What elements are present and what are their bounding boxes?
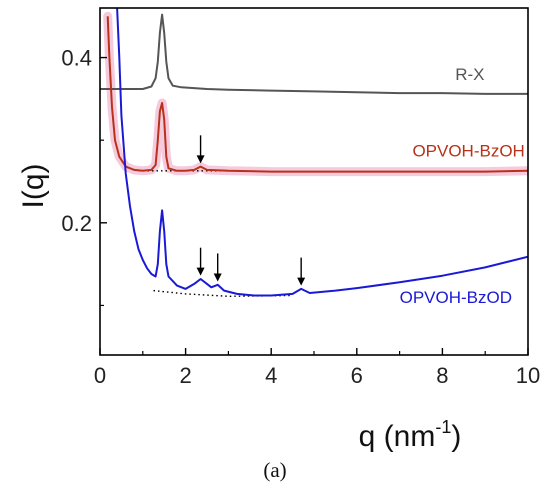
arrow-head-1 xyxy=(196,155,205,164)
y-axis-label: I(q) xyxy=(17,164,50,209)
x-tick-label-8: 8 xyxy=(436,363,448,388)
x-axis-label: q (nm-1) xyxy=(359,417,462,453)
series-label-r-x: R-X xyxy=(455,65,484,84)
x-axis-label-tail: ) xyxy=(451,420,461,453)
y-tick-label-0-2: 0.2 xyxy=(61,211,92,236)
x-tick-label-6: 6 xyxy=(351,363,363,388)
x-tick-label-2: 2 xyxy=(179,363,191,388)
arrow-head-4 xyxy=(297,277,306,286)
y-tick-label-0-4: 0.4 xyxy=(61,46,92,71)
plot-area xyxy=(100,8,528,298)
arrow-head-3 xyxy=(213,273,222,282)
axis-ticks: 0 2 4 6 8 10 0.2 0.4 xyxy=(61,46,540,388)
x-tick-label-0: 0 xyxy=(94,363,106,388)
arrow-head-2 xyxy=(196,267,205,276)
series-line-r-x xyxy=(100,13,528,95)
figure-caption: (a) xyxy=(263,458,287,482)
x-tick-label-4: 4 xyxy=(265,363,277,388)
series-line-opvoh-bzoh xyxy=(106,16,528,173)
x-axis-label-superscript: -1 xyxy=(435,417,451,437)
x-axis-label-base: q (nm xyxy=(359,420,436,453)
series-label-opvoh-bzoh: OPVOH-BzOH xyxy=(412,142,524,161)
series-label-opvoh-bzod: OPVOH-BzOD xyxy=(400,288,512,307)
x-tick-label-10: 10 xyxy=(516,363,540,388)
series-line-opvoh-bzod xyxy=(116,8,528,297)
